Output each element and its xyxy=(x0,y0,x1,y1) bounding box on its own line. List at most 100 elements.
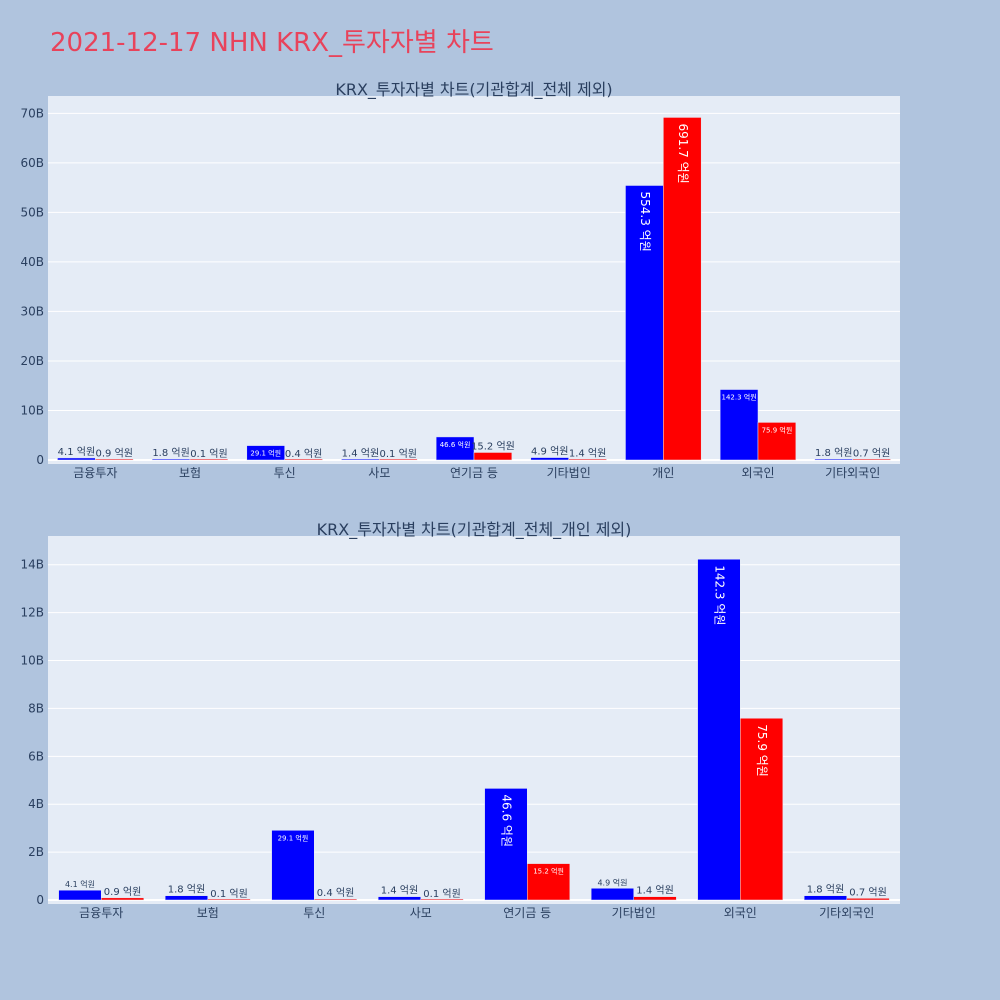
y-tick-label: 0 xyxy=(36,893,44,907)
bar-value-label: 1.8 억원 xyxy=(807,884,844,896)
sell-bar xyxy=(852,458,891,461)
bar-value-label: 1.8 억원 xyxy=(815,447,852,459)
y-tick-label: 8B xyxy=(28,701,44,715)
buy-bar xyxy=(435,436,475,461)
bar-value-label: 75.9 억원 xyxy=(755,724,769,777)
buy-bar xyxy=(719,389,759,461)
buy-bar xyxy=(530,457,569,461)
x-tick-label: 기타법인 xyxy=(547,466,591,480)
bar-value-label: 4.1 억원 xyxy=(65,879,95,889)
sell-bar xyxy=(189,458,229,461)
x-tick-label: 기타외국인 xyxy=(825,466,880,480)
x-tick-label: 연기금 등 xyxy=(450,466,498,480)
x-tick-label: 금융투자 xyxy=(73,466,117,480)
bar-value-label: 15.2 억원 xyxy=(533,867,564,876)
bar-value-label: 1.8 억원 xyxy=(168,884,205,896)
bar-value-label: 0.9 억원 xyxy=(96,448,133,460)
sell-bar xyxy=(379,458,418,461)
x-tick-label: 기타법인 xyxy=(612,906,656,920)
sell-bar xyxy=(757,422,797,461)
x-tick-label: 금융투자 xyxy=(79,906,123,920)
y-tick-label: 10B xyxy=(20,403,44,417)
y-tick-label: 2B xyxy=(28,845,44,859)
y-tick-label: 60B xyxy=(20,156,44,170)
buy-bar xyxy=(271,830,315,901)
sell-bar xyxy=(846,898,890,901)
chart-1: 0 10B 20B 30B 40B 50B 60B 70B KRX_투자자별 차트(기관합계_전… xyxy=(20,80,900,480)
x-tick-label: 외국인 xyxy=(741,466,774,480)
buy-bar xyxy=(151,458,191,461)
buy-bar xyxy=(590,888,635,901)
bar-value-label: 75.9 억원 xyxy=(762,425,793,434)
y-tick-label: 6B xyxy=(28,749,44,763)
bar-value-label: 554.3 억원 xyxy=(638,191,652,251)
bar-value-label: 0.4 억원 xyxy=(317,887,354,899)
bar-value-label: 0.7 억원 xyxy=(853,448,890,460)
bar-value-label: 1.4 억원 xyxy=(569,447,606,459)
bar-value-label: 46.6 억원 xyxy=(499,794,513,847)
sell-bar xyxy=(568,458,607,461)
y-tick-label: 14B xyxy=(20,558,44,572)
bar-value-label: 0.1 억원 xyxy=(190,448,227,460)
x-tick-label: 보험 xyxy=(197,906,219,920)
bar-value-label: 4.9 억원 xyxy=(531,446,568,458)
bar-value-label: 29.1 억원 xyxy=(278,833,309,842)
buy-bar xyxy=(814,458,853,461)
x-tick-label: 기타외국인 xyxy=(819,906,874,920)
x-tick-label: 외국인 xyxy=(724,906,757,920)
bar-value-label: 29.1 억원 xyxy=(250,449,281,458)
bar-value-label: 15.2 억원 xyxy=(471,440,515,452)
sell-bar xyxy=(95,458,134,461)
bar-value-label: 1.4 억원 xyxy=(342,447,379,459)
y-tick-label: 40B xyxy=(20,255,44,269)
buy-bar xyxy=(484,788,528,901)
chart-2: 0 2B 4B 6B 8B 10B 12B 14B KRX_투자자별 차트(기관합계_전체_개인… xyxy=(20,520,900,920)
sell-bar xyxy=(207,898,251,901)
buy-bar xyxy=(164,895,208,901)
sell-bar xyxy=(314,898,358,901)
x-tick-label: 연기금 등 xyxy=(503,906,551,920)
sell-bar xyxy=(101,897,145,901)
bar-value-label: 142.3 억원 xyxy=(721,393,756,402)
y-tick-label: 4B xyxy=(28,797,44,811)
chart-title: KRX_투자자별 차트(기관합계_전체_개인 제외) xyxy=(317,520,632,540)
bar-value-label: 4.1 억원 xyxy=(58,446,95,458)
x-tick-label: 보험 xyxy=(179,466,201,480)
bar-value-label: 4.9 억원 xyxy=(597,877,627,887)
bar-value-label: 1.8 억원 xyxy=(152,447,189,459)
buy-bar xyxy=(57,457,96,461)
y-tick-label: 50B xyxy=(20,205,44,219)
chart-title: KRX_투자자별 차트(기관합계_전체 제외) xyxy=(335,80,612,100)
buy-bar xyxy=(803,895,848,901)
bar-value-label: 0.1 억원 xyxy=(380,448,417,460)
sell-bar xyxy=(527,863,571,901)
bar-value-label: 46.6 억원 xyxy=(440,440,471,449)
buy-bar xyxy=(377,896,421,901)
plot-area xyxy=(48,96,900,464)
y-tick-label: 30B xyxy=(20,304,44,318)
bar-value-label: 0.7 억원 xyxy=(849,886,886,898)
x-tick-label: 투신 xyxy=(303,906,325,920)
x-tick-label: 투신 xyxy=(274,466,296,480)
bar-value-label: 0.4 억원 xyxy=(285,448,322,460)
sell-bar xyxy=(663,117,702,461)
bar-value-label: 1.4 억원 xyxy=(381,885,418,897)
bar-value-label: 0.1 억원 xyxy=(423,888,460,900)
sell-bar xyxy=(284,458,323,461)
buy-bar xyxy=(697,558,741,901)
page-title: 2021-12-17 NHN KRX_투자자별 차트 xyxy=(50,28,494,58)
y-tick-label: 0 xyxy=(36,453,44,467)
buy-bar xyxy=(246,445,285,461)
sell-bar xyxy=(473,452,513,461)
bar-value-label: 0.1 억원 xyxy=(210,888,247,900)
bar-value-label: 1.4 억원 xyxy=(636,885,673,897)
y-tick-label: 20B xyxy=(20,354,44,368)
x-tick-label: 사모 xyxy=(410,906,432,920)
sell-bar xyxy=(633,896,677,901)
sell-bar xyxy=(420,898,464,901)
bar-value-label: 0.9 억원 xyxy=(104,886,141,898)
y-tick-label: 12B xyxy=(20,606,44,620)
sell-bar xyxy=(740,717,784,901)
buy-bar xyxy=(58,889,102,901)
